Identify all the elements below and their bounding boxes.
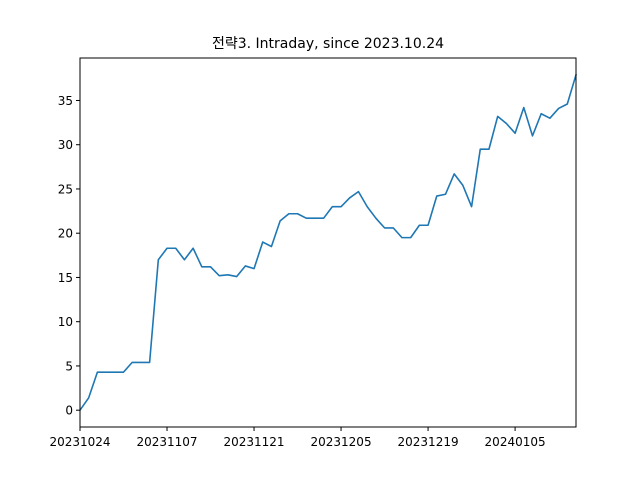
y-tick-label: 10 (58, 315, 73, 329)
y-tick-label: 30 (58, 138, 73, 152)
x-tick-label: 20240105 (485, 435, 546, 449)
x-tick-label: 20231024 (49, 435, 110, 449)
x-tick-label: 20231205 (311, 435, 372, 449)
x-axis: 20231024 20231107 20231121 20231205 20231219… (49, 427, 546, 449)
x-tick-label: 20231107 (136, 435, 197, 449)
y-tick-label: 5 (65, 359, 73, 373)
y-tick-label: 0 (65, 404, 73, 418)
y-tick-label: 25 (58, 182, 73, 196)
y-tick-label: 20 (58, 227, 73, 241)
y-tick-label: 35 (58, 94, 73, 108)
y-axis: 0 5 10 15 20 25 30 35 (58, 94, 80, 418)
plot-frame (79, 57, 577, 428)
chart-title: 전략3. Intraday, since 2023.10.24 (212, 36, 444, 52)
series-line-0 (78, 73, 577, 412)
x-tick-label: 20231121 (223, 435, 284, 449)
y-tick-label: 15 (58, 271, 73, 285)
plot-area (78, 73, 577, 412)
x-tick-label: 20231219 (398, 435, 459, 449)
